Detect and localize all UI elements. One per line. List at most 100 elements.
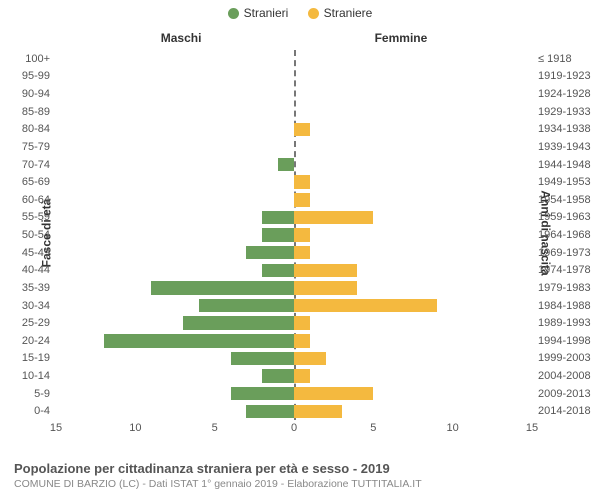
x-tick: 5 — [212, 422, 218, 434]
bar-female — [294, 211, 373, 224]
age-label: 20-24 — [22, 335, 56, 347]
population-pyramid-chart: Maschi Femmine Fasce di età Anni di nasc… — [56, 28, 532, 438]
pyramid-row: 85-891929-1933 — [56, 103, 532, 121]
bar-male — [262, 369, 294, 382]
bar-female — [294, 352, 326, 365]
pyramid-row: 65-691949-1953 — [56, 173, 532, 191]
legend-item-male: Stranieri — [228, 6, 289, 20]
age-label: 10-14 — [22, 370, 56, 382]
bar-female — [294, 405, 342, 418]
birth-year-label: 1924-1928 — [532, 88, 591, 100]
plot-area: 100+≤ 191895-991919-192390-941924-192885… — [56, 50, 532, 420]
pyramid-row: 25-291989-1993 — [56, 314, 532, 332]
age-label: 0-4 — [34, 405, 56, 417]
rows-container: 100+≤ 191895-991919-192390-941924-192885… — [56, 50, 532, 420]
bar-male — [151, 281, 294, 294]
bar-female — [294, 193, 310, 206]
birth-year-label: 2009-2013 — [532, 388, 591, 400]
bar-male — [246, 405, 294, 418]
pyramid-row: 100+≤ 1918 — [56, 50, 532, 68]
bar-female — [294, 281, 357, 294]
age-label: 60-64 — [22, 194, 56, 206]
chart-subtitle: COMUNE DI BARZIO (LC) - Dati ISTAT 1° ge… — [14, 478, 586, 490]
age-label: 90-94 — [22, 88, 56, 100]
bar-male — [199, 299, 294, 312]
bar-female — [294, 175, 310, 188]
birth-year-label: 1939-1943 — [532, 141, 591, 153]
age-label: 70-74 — [22, 159, 56, 171]
x-tick: 10 — [129, 422, 141, 434]
birth-year-label: 1999-2003 — [532, 352, 591, 364]
chart-footer: Popolazione per cittadinanza straniera p… — [14, 461, 586, 490]
bar-female — [294, 264, 357, 277]
bar-male — [262, 228, 294, 241]
birth-year-label: 1979-1983 — [532, 282, 591, 294]
header-male: Maschi — [161, 31, 202, 45]
bar-male — [231, 352, 294, 365]
age-label: 5-9 — [34, 388, 56, 400]
bar-female — [294, 123, 310, 136]
birth-year-label: ≤ 1918 — [532, 53, 572, 65]
age-label: 80-84 — [22, 123, 56, 135]
birth-year-label: 1989-1993 — [532, 317, 591, 329]
bar-male — [104, 334, 294, 347]
bar-male — [262, 264, 294, 277]
age-label: 40-44 — [22, 264, 56, 276]
age-label: 25-29 — [22, 317, 56, 329]
x-axis-ticks: 15105051015 — [56, 422, 532, 438]
bar-female — [294, 228, 310, 241]
bar-male — [231, 387, 294, 400]
birth-year-label: 1969-1973 — [532, 247, 591, 259]
birth-year-label: 1949-1953 — [532, 176, 591, 188]
bar-female — [294, 299, 437, 312]
x-tick: 5 — [370, 422, 376, 434]
x-tick: 0 — [291, 422, 297, 434]
pyramid-row: 45-491969-1973 — [56, 244, 532, 262]
pyramid-row: 15-191999-2003 — [56, 350, 532, 368]
pyramid-row: 50-541964-1968 — [56, 226, 532, 244]
age-label: 35-39 — [22, 282, 56, 294]
circle-icon — [308, 8, 319, 19]
birth-year-label: 1954-1958 — [532, 194, 591, 206]
pyramid-row: 40-441974-1978 — [56, 262, 532, 280]
age-label: 85-89 — [22, 106, 56, 118]
pyramid-row: 95-991919-1923 — [56, 68, 532, 86]
birth-year-label: 1994-1998 — [532, 335, 591, 347]
pyramid-row: 5-92009-2013 — [56, 385, 532, 403]
legend-label-male: Stranieri — [244, 6, 289, 20]
bar-female — [294, 387, 373, 400]
legend: Stranieri Straniere — [0, 0, 600, 22]
pyramid-row: 35-391979-1983 — [56, 279, 532, 297]
legend-item-female: Straniere — [308, 6, 373, 20]
bar-male — [278, 158, 294, 171]
pyramid-row: 10-142004-2008 — [56, 367, 532, 385]
pyramid-row: 60-641954-1958 — [56, 191, 532, 209]
bar-male — [246, 246, 294, 259]
age-label: 100+ — [25, 53, 56, 65]
chart-title: Popolazione per cittadinanza straniera p… — [14, 461, 586, 476]
x-tick: 10 — [447, 422, 459, 434]
circle-icon — [228, 8, 239, 19]
bar-female — [294, 334, 310, 347]
birth-year-label: 1984-1988 — [532, 300, 591, 312]
birth-year-label: 1919-1923 — [532, 70, 591, 82]
age-label: 65-69 — [22, 176, 56, 188]
birth-year-label: 2014-2018 — [532, 405, 591, 417]
age-label: 95-99 — [22, 70, 56, 82]
pyramid-row: 30-341984-1988 — [56, 297, 532, 315]
pyramid-row: 80-841934-1938 — [56, 121, 532, 139]
x-tick: 15 — [526, 422, 538, 434]
bar-female — [294, 246, 310, 259]
pyramid-row: 0-42014-2018 — [56, 403, 532, 421]
pyramid-row: 20-241994-1998 — [56, 332, 532, 350]
pyramid-row: 75-791939-1943 — [56, 138, 532, 156]
birth-year-label: 2004-2008 — [532, 370, 591, 382]
bar-female — [294, 316, 310, 329]
birth-year-label: 1934-1938 — [532, 123, 591, 135]
x-tick: 15 — [50, 422, 62, 434]
header-female: Femmine — [375, 31, 428, 45]
pyramid-row: 55-591959-1963 — [56, 209, 532, 227]
age-label: 55-59 — [22, 211, 56, 223]
birth-year-label: 1964-1968 — [532, 229, 591, 241]
bar-male — [183, 316, 294, 329]
